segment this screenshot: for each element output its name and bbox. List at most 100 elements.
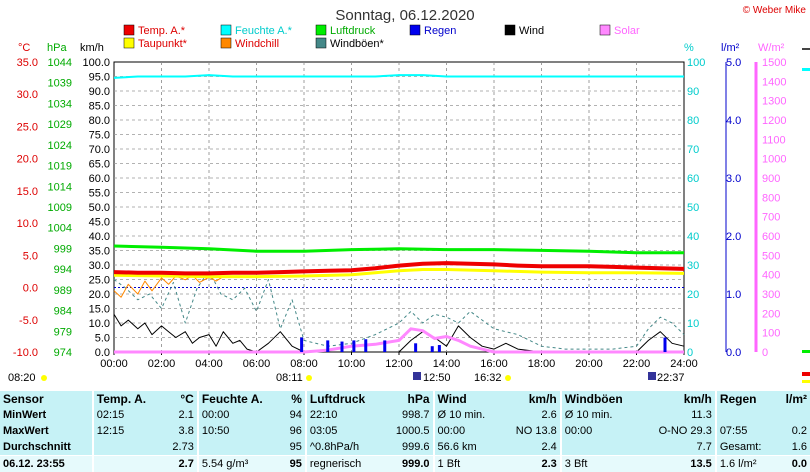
pressure-tick-label: 989 — [54, 285, 72, 297]
marker-sunrise-time: 08:11 — [276, 372, 303, 384]
x-tick-label: 06:00 — [243, 358, 271, 370]
stats-cell: 999.0 — [383, 456, 433, 472]
stats-cell: O-NO 29.3 — [641, 423, 716, 439]
rain-tick-label: 2.0 — [726, 231, 741, 243]
stats-header-row: Sensor Temp. A. °C Feuchte A. % Luftdruc… — [0, 391, 810, 407]
stats-cell — [776, 407, 810, 423]
pressure-tick-label: 994 — [54, 264, 72, 276]
humidity-tick-label: 50 — [687, 202, 699, 214]
stats-cell: regnerisch — [306, 456, 383, 472]
pressure-tick-label: 984 — [54, 306, 72, 318]
marker-left-time: 08:20 — [8, 372, 36, 384]
temp-tick-label: 30.0 — [17, 89, 38, 101]
legend-label: Solar — [614, 25, 640, 37]
pressure-tick-label: 974 — [54, 347, 72, 359]
legend-swatch — [124, 38, 134, 48]
rain-bar — [664, 338, 667, 353]
solar-tick-label: 700 — [762, 212, 780, 224]
stats-header-cell: °C — [163, 391, 198, 407]
x-tick-label: 02:00 — [148, 358, 176, 370]
stats-row-min: MinWert 02:15 2.1 00:00 94 22:10 998.7 Ø… — [0, 407, 810, 423]
stats-cell: 07:55 — [716, 423, 776, 439]
wind-tick-label: 25.0 — [89, 275, 110, 287]
stats-cell: 95 — [282, 439, 306, 456]
rain-tick-label: 3.0 — [726, 173, 741, 185]
temp-tick-label: -10.0 — [13, 347, 38, 359]
pressure-tick-label: 1039 — [48, 78, 72, 90]
x-tick-label: 10:00 — [338, 358, 366, 370]
humidity-tick-label: 80 — [687, 115, 699, 127]
stats-cell: 10:50 — [198, 423, 282, 439]
pressure-tick-label: 1034 — [48, 98, 72, 110]
rain-tick-label: 0.0 — [726, 347, 741, 359]
stats-cell: 5.54 g/m³ — [198, 456, 282, 472]
stats-cell: Durchschnitt — [0, 439, 93, 456]
stats-header-cell: km/h — [501, 391, 560, 407]
legend-label: Luftdruck — [330, 25, 376, 37]
pressure-axis-unit: hPa — [47, 42, 67, 54]
solar-tick-label: 1400 — [762, 76, 786, 88]
stats-cell: 3.8 — [163, 423, 198, 439]
marker-noon-time: 12:50 — [423, 372, 451, 384]
stats-cell: 1 Bft — [434, 456, 502, 472]
wind-tick-label: 60.0 — [89, 173, 110, 185]
stats-cell: 00:00 — [561, 423, 641, 439]
wind-tick-label: 55.0 — [89, 188, 110, 200]
rain-bar — [383, 340, 386, 352]
stats-cell — [93, 456, 163, 472]
stats-table: Sensor Temp. A. °C Feuchte A. % Luftdruc… — [0, 391, 810, 472]
x-tick-label: 04:00 — [195, 358, 223, 370]
legend-swatch — [316, 38, 326, 48]
stats-cell: 22:10 — [306, 407, 383, 423]
wind-tick-label: 40.0 — [89, 231, 110, 243]
wind-tick-label: 20.0 — [89, 289, 110, 301]
stats-cell: 7.7 — [641, 439, 716, 456]
humidity-tick-label: 40 — [687, 231, 699, 243]
stats-cell: 56.6 km — [434, 439, 502, 456]
chart-title: Sonntag, 06.12.2020 — [335, 7, 474, 24]
noon-icon — [413, 372, 421, 380]
right-legend-strip — [802, 48, 810, 383]
legend-swatch — [221, 25, 231, 35]
rain-tick-label: 5.0 — [726, 57, 741, 69]
stats-header-cell: Regen — [716, 391, 776, 407]
humidity-axis-unit: % — [684, 42, 694, 54]
stats-cell: 2.73 — [163, 439, 198, 456]
wind-tick-label: 65.0 — [89, 159, 110, 171]
legend-swatch — [410, 25, 420, 35]
marker-sunset-time: 16:32 — [474, 372, 502, 384]
temp-axis-unit: °C — [18, 42, 30, 54]
pressure-tick-label: 1029 — [48, 119, 72, 131]
legend-label: Windchill — [235, 38, 279, 50]
rain-bar — [326, 340, 329, 352]
rain-bar — [431, 346, 434, 352]
temp-tick-label: -5.0 — [19, 315, 38, 327]
humidity-tick-label: 70 — [687, 144, 699, 156]
stats-cell: 2.4 — [501, 439, 560, 456]
stats-cell — [93, 439, 163, 456]
pressure-tick-label: 1024 — [48, 140, 72, 152]
stats-row-avg: Durchschnitt 2.73 95 ^0.8hPa/h 999.6 56.… — [0, 439, 810, 456]
x-tick-label: 18:00 — [528, 358, 556, 370]
wind-tick-label: 95.0 — [89, 72, 110, 84]
stats-header-cell: Feuchte A. — [198, 391, 282, 407]
sun-icon — [41, 375, 47, 381]
wind-tick-label: 85.0 — [89, 101, 110, 113]
temp-tick-label: 0.0 — [23, 283, 38, 295]
solar-tick-label: 1500 — [762, 57, 786, 69]
temp-tick-label: 5.0 — [23, 250, 38, 262]
x-tick-label: 12:00 — [385, 358, 413, 370]
wind-tick-label: 90.0 — [89, 86, 110, 98]
stats-row-max: MaxWert 12:15 3.8 10:50 96 03:05 1000.5 … — [0, 423, 810, 439]
rain-bar — [300, 338, 303, 353]
solar-tick-label: 0 — [762, 347, 768, 359]
rain-tick-label: 4.0 — [726, 115, 741, 127]
legend-swatch — [600, 25, 610, 35]
humidity-tick-label: 60 — [687, 173, 699, 185]
stats-cell: 95 — [282, 456, 306, 472]
solar-tick-label: 1200 — [762, 115, 786, 127]
stats-cell: ^0.8hPa/h — [306, 439, 383, 456]
x-tick-label: 20:00 — [575, 358, 603, 370]
legend-label: Windböen* — [330, 38, 385, 50]
humidity-tick-label: 10 — [687, 318, 699, 330]
